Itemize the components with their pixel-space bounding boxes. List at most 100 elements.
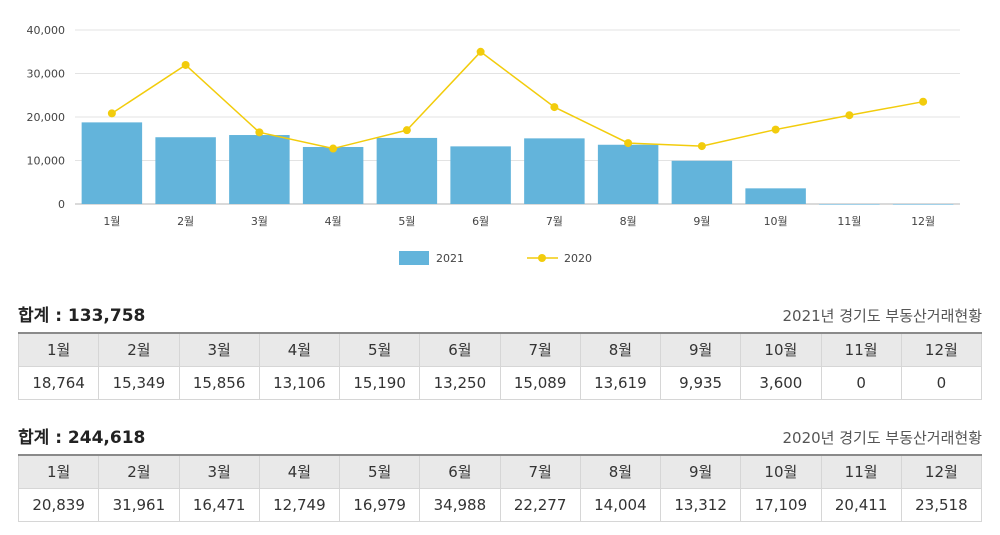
bar-2021: [671, 160, 733, 204]
month-value: 13,106: [258, 365, 341, 400]
month-header: 1월: [17, 454, 100, 488]
point-2020: [771, 125, 780, 134]
point-2020: [402, 126, 411, 135]
caption-2020: 2020년 경기도 부동산거래현황: [782, 429, 982, 447]
x-tick-label: 9월: [693, 215, 710, 228]
month-value: 12,749: [258, 487, 341, 522]
x-tick-label: 10월: [764, 215, 788, 228]
month-value: 9,935: [659, 365, 742, 400]
month-value: 20,839: [17, 487, 100, 522]
month-header: 10월: [740, 332, 822, 366]
point-2020: [181, 60, 190, 69]
summary-2020: 합계 : 244,618 2020년 경기도 부동산거래현황 1월 2월 3월 …: [17, 424, 983, 522]
legend-marker-2020: [538, 254, 546, 262]
chart-legend: 2021 2020: [399, 251, 592, 265]
summary-2021: 합계 : 133,758 2021년 경기도 부동산거래현황 1월 2월 3월 …: [17, 302, 983, 400]
month-value: 13,619: [579, 365, 662, 400]
x-tick-label: 12월: [911, 215, 935, 228]
table-header-row: 1월 2월 3월 4월 5월 6월 7월 8월 9월 10월 11월 12월: [17, 454, 983, 488]
month-header: 7월: [499, 454, 581, 488]
bar-2021: [819, 204, 880, 205]
bar-2021: [524, 138, 585, 204]
point-2020: [107, 109, 116, 118]
month-value: 13,250: [419, 365, 501, 400]
month-value: 15,190: [338, 365, 421, 400]
x-tick-label: 6월: [472, 215, 489, 228]
bar-2021: [450, 146, 511, 204]
month-value: 15,856: [178, 365, 260, 400]
month-value: 20,411: [820, 487, 902, 522]
bar-2021: [597, 144, 659, 204]
bar-2021: [155, 137, 216, 204]
point-2020: [550, 103, 559, 112]
x-axis-ticks: 1월 2월 3월 4월 5월 6월 7월 8월 9월 10월 11월 12월: [103, 215, 935, 228]
total-2021: 합계 : 133,758: [18, 306, 146, 326]
month-header: 11월: [820, 332, 902, 366]
x-tick-label: 1월: [103, 215, 120, 228]
x-tick-label: 5월: [398, 215, 415, 228]
month-value: 23,518: [900, 487, 983, 522]
month-value: 15,349: [98, 365, 180, 400]
table-2021: 1월 2월 3월 4월 5월 6월 7월 8월 9월 10월 11월 12월 1…: [17, 332, 983, 400]
month-header: 1월: [17, 332, 100, 366]
month-value: 13,312: [659, 487, 742, 522]
caption-2021: 2021년 경기도 부동산거래현황: [782, 307, 982, 325]
month-value: 0: [820, 365, 902, 400]
month-value: 15,089: [499, 365, 581, 400]
chart-gridlines: [75, 29, 960, 205]
x-tick-label: 7월: [546, 215, 563, 228]
summary-header: 합계 : 244,618 2020년 경기도 부동산거래현황: [18, 424, 982, 454]
month-header: 6월: [419, 332, 501, 366]
table-row: 20,839 31,961 16,471 12,749 16,979 34,98…: [17, 487, 983, 522]
x-tick-label: 3월: [251, 215, 268, 228]
point-2020: [624, 139, 633, 148]
point-2020: [476, 47, 485, 56]
bar-2021: [376, 137, 438, 204]
legend-label-2021: 2021: [436, 252, 464, 265]
point-2020: [845, 111, 854, 120]
y-tick-label: 20,000: [27, 111, 66, 124]
table-2020: 1월 2월 3월 4월 5월 6월 7월 8월 9월 10월 11월 12월 2…: [17, 454, 983, 522]
month-header: 12월: [900, 454, 983, 488]
month-header: 8월: [579, 454, 662, 488]
month-header: 3월: [178, 332, 260, 366]
month-header: 4월: [258, 332, 341, 366]
month-header: 7월: [499, 332, 581, 366]
month-value: 22,277: [499, 487, 581, 522]
monthly-transactions-chart: 0 10,000 20,000 30,000 40,000 1월 2월 3월 4월 5월 6월 7월…: [27, 24, 960, 265]
month-header: 5월: [338, 332, 421, 366]
y-tick-label: 10,000: [27, 155, 66, 168]
x-tick-label: 8월: [620, 215, 637, 228]
bar-2021: [892, 204, 954, 205]
bar-2021: [229, 135, 290, 204]
line-2020: [111, 50, 924, 150]
month-header: 12월: [900, 332, 983, 366]
point-2020: [919, 97, 928, 106]
month-value: 18,764: [17, 365, 100, 400]
x-tick-label: 11월: [837, 215, 861, 228]
line-series-2020: [107, 47, 928, 153]
point-2020: [697, 142, 706, 151]
y-tick-label: 40,000: [27, 24, 66, 37]
table-row: 18,764 15,349 15,856 13,106 15,190 13,25…: [17, 365, 983, 400]
point-2020: [329, 144, 338, 153]
month-value: 16,471: [178, 487, 260, 522]
month-header: 2월: [98, 454, 180, 488]
x-tick-label: 4월: [325, 215, 342, 228]
month-value: 17,109: [740, 487, 822, 522]
summary-header: 합계 : 133,758 2021년 경기도 부동산거래현황: [18, 302, 982, 332]
legend-label-2020: 2020: [564, 252, 592, 265]
y-tick-label: 0: [58, 198, 65, 211]
month-header: 8월: [579, 332, 662, 366]
y-tick-label: 30,000: [27, 68, 66, 81]
table-header-row: 1월 2월 3월 4월 5월 6월 7월 8월 9월 10월 11월 12월: [17, 332, 983, 366]
month-header: 9월: [659, 332, 742, 366]
month-value: 16,979: [338, 487, 421, 522]
x-tick-label: 2월: [177, 215, 194, 228]
month-header: 3월: [178, 454, 260, 488]
month-header: 10월: [740, 454, 822, 488]
month-header: 11월: [820, 454, 902, 488]
total-2020: 합계 : 244,618: [18, 428, 146, 448]
month-header: 9월: [659, 454, 742, 488]
bar-2021: [302, 146, 364, 204]
